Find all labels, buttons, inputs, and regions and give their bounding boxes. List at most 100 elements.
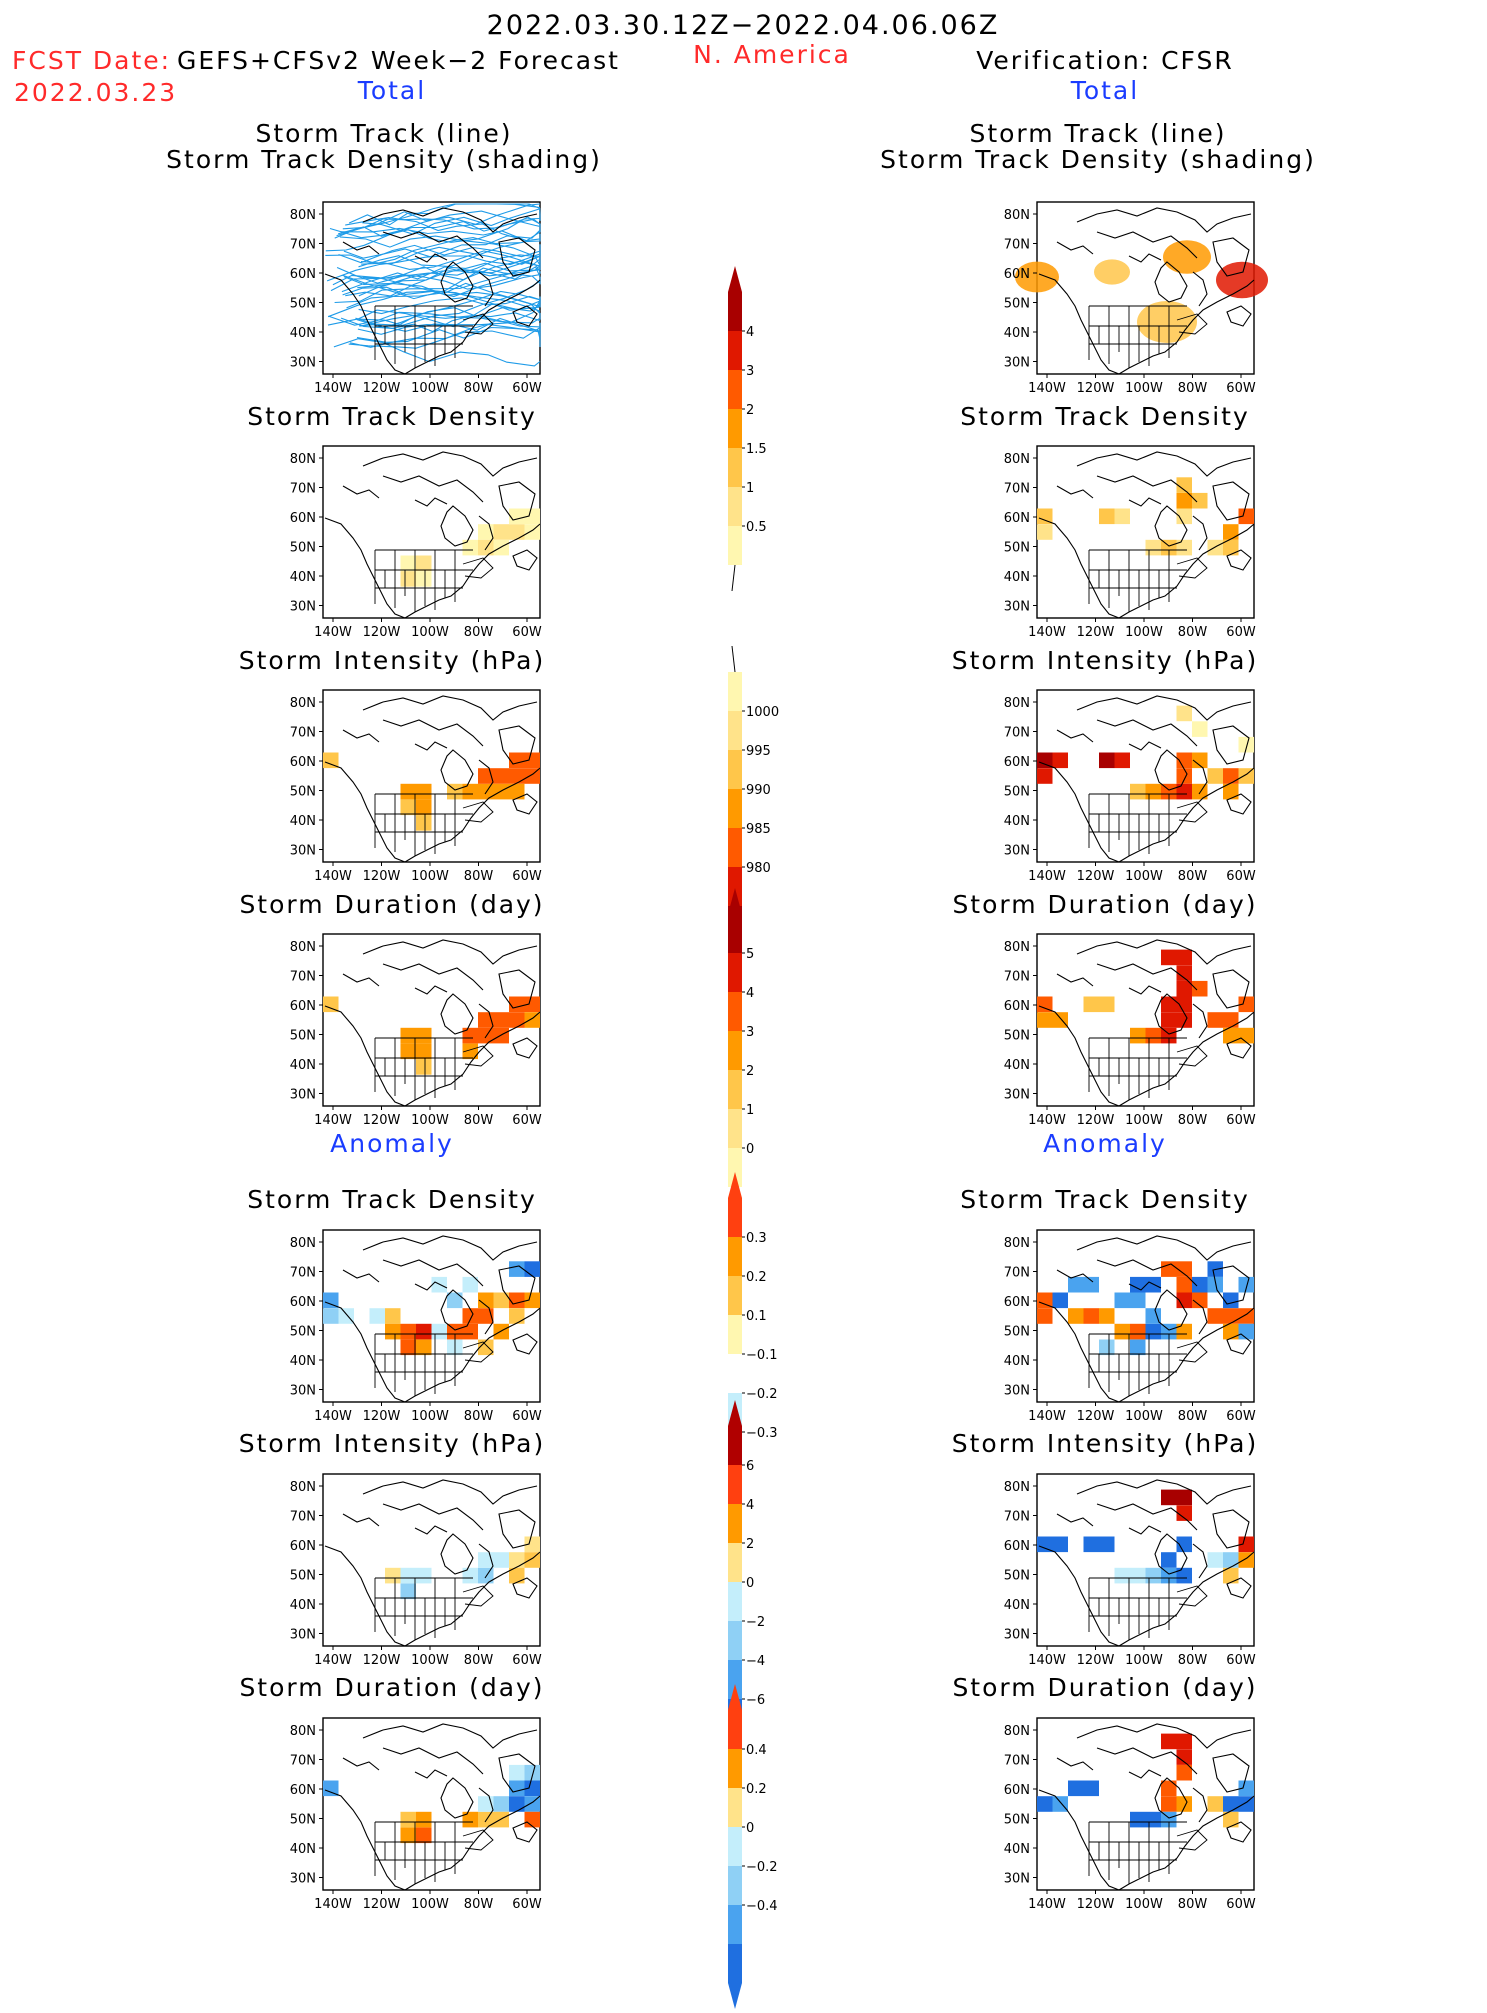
left-track-line-title: Storm Track (line): [255, 119, 513, 148]
heat-cell: [416, 1059, 432, 1075]
heat-cell: [1037, 752, 1053, 769]
lat-label: 70N: [1004, 1266, 1030, 1281]
density-shade: [1216, 261, 1268, 299]
lon-label: 140W: [314, 1113, 352, 1128]
coastline: [1226, 549, 1252, 571]
lat-label: 60N: [290, 1539, 316, 1554]
heat-cell: [1176, 492, 1192, 509]
map-content: [385, 1536, 540, 1600]
storm-track-line: [330, 274, 541, 292]
lat-label: 50N: [1004, 1813, 1030, 1828]
colorbar-label: 0.4: [746, 1743, 767, 1758]
coastline: [1038, 517, 1120, 619]
heat-cell: [1099, 1536, 1115, 1553]
lon-label: 60W: [1226, 381, 1256, 396]
heat-cell: [462, 1567, 478, 1584]
heat-cell: [509, 1012, 525, 1028]
heat-cell: [1037, 768, 1053, 784]
heat-cell: [338, 1308, 354, 1324]
coastline: [414, 741, 448, 751]
heat-cell: [400, 1323, 416, 1340]
heat-cell: [1037, 1536, 1053, 1553]
map-svg: 80N 70N 60N 50N 40N 30N 140W 120W 100W 80W 60W: [290, 445, 542, 640]
coastline: [1038, 1301, 1120, 1403]
map-left-duration: 80N 70N 60N 50N 40N 30N 140W 120W 100W 80W 60W: [283, 928, 542, 1140]
coastline: [1226, 305, 1252, 327]
coastline: [1076, 695, 1252, 721]
lat-label: 40N: [290, 814, 316, 829]
coastline: [382, 963, 484, 991]
heat-cell: [1052, 1292, 1068, 1309]
coastline: [1128, 253, 1162, 263]
heat-cell: [524, 996, 540, 1013]
heat-cell: [1223, 1027, 1239, 1044]
lat-label: 70N: [290, 970, 316, 985]
colorbar-swatch: [728, 1866, 742, 1905]
heat-cell: [493, 1796, 509, 1812]
heat-cell: [1161, 539, 1177, 556]
state-border: [462, 1829, 494, 1851]
left-intensity-title: Storm Intensity (hPa): [238, 646, 546, 675]
coastline: [414, 1525, 448, 1535]
colorbar-arrow: [728, 1684, 742, 1710]
heat-cell: [1145, 1567, 1161, 1584]
colorbar-swatch: [728, 1504, 742, 1543]
heat-cell: [1192, 980, 1208, 997]
colorbar-swatch: [728, 1944, 742, 1983]
heat-cell: [1114, 752, 1130, 769]
state-border: [1176, 1585, 1208, 1607]
lon-label: 60W: [1226, 1653, 1256, 1668]
colorbar-swatch: [728, 1710, 742, 1749]
coastline: [1038, 273, 1120, 375]
heat-cell: [1052, 1796, 1068, 1812]
coastline: [414, 1769, 448, 1779]
colorbar-label: −2: [746, 1615, 765, 1630]
lat-label: 60N: [290, 755, 316, 770]
lat-label: 70N: [290, 1754, 316, 1769]
heat-cell: [524, 1811, 540, 1828]
heat-cell: [1223, 1796, 1239, 1812]
lat-label: 60N: [1004, 1783, 1030, 1798]
lon-label: 60W: [512, 625, 542, 640]
heat-cell: [400, 783, 416, 800]
map-svg: 80N 70N 60N 50N 40N 30N 140W 120W 100W 80W 60W: [290, 201, 542, 396]
heat-cell: [1176, 1012, 1192, 1028]
map-left-density: 80N 70N 60N 50N 40N 30N 140W 120W 100W 80W 60W: [283, 440, 542, 652]
coastline: [1118, 279, 1255, 375]
heat-cell: [1130, 1276, 1146, 1293]
heat-cell: [1176, 1567, 1192, 1584]
heat-cell: [524, 524, 540, 540]
right-anom-density-title: Storm Track Density: [960, 1185, 1250, 1214]
heat-cell: [1176, 508, 1192, 525]
lat-label: 70N: [1004, 482, 1030, 497]
lon-label: 100W: [411, 1897, 449, 1912]
lon-label: 100W: [411, 381, 449, 396]
right-duration-title: Storm Duration (day): [952, 890, 1258, 919]
right-track-line-title: Storm Track (line): [969, 119, 1227, 148]
colorbar-label: 4: [746, 986, 754, 1001]
lon-label: 80W: [464, 625, 494, 640]
colorbar-label: −4: [746, 1654, 765, 1669]
lat-label: 80N: [290, 452, 316, 467]
lon-label: 60W: [512, 1653, 542, 1668]
colorbar-swatch: [728, 1788, 742, 1827]
heat-cell: [1145, 539, 1161, 556]
heat-cell: [323, 996, 339, 1013]
lon-label: 120W: [1077, 381, 1115, 396]
colorbar-swatch: [728, 1621, 742, 1660]
heat-cell: [1161, 1733, 1177, 1750]
coastline: [342, 973, 380, 987]
heat-cell: [509, 1308, 525, 1324]
colorbar-label: 985: [746, 822, 771, 837]
coastline: [498, 481, 536, 521]
heat-cell: [524, 1261, 540, 1277]
heat-cell: [1161, 996, 1177, 1013]
coastline: [324, 761, 406, 863]
lat-label: 70N: [290, 1266, 316, 1281]
heat-cell: [509, 1292, 525, 1309]
coastline: [1056, 1757, 1094, 1771]
heat-cell: [1192, 492, 1208, 509]
colorbar-swatch: [728, 1109, 742, 1148]
coastline: [1212, 237, 1250, 277]
colorbar-swatch: [728, 1198, 742, 1237]
